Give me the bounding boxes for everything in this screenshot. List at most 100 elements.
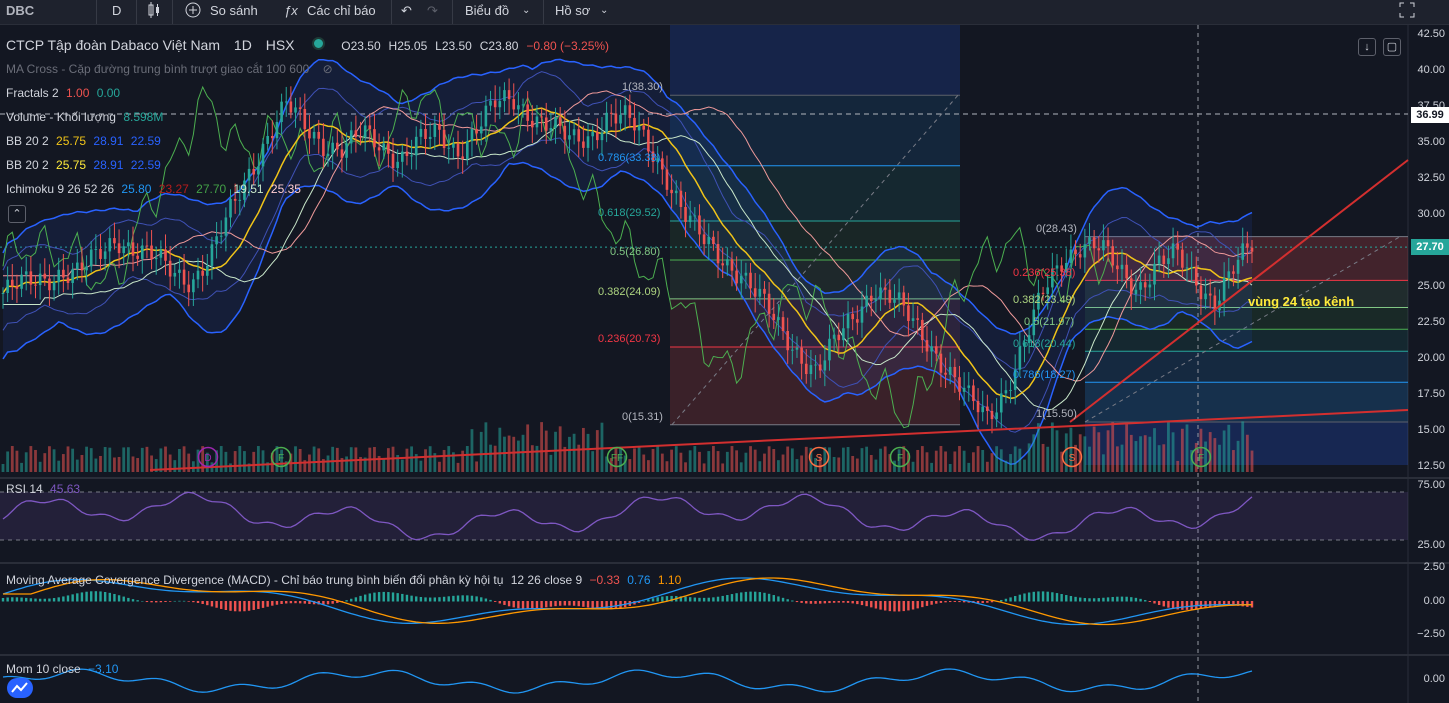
volume-bar (498, 427, 502, 472)
candle-body (888, 289, 892, 303)
macd-histogram-bar (540, 601, 543, 608)
candle-body (308, 129, 311, 139)
candle-style-icon[interactable] (146, 0, 162, 24)
layout-button[interactable]: Biểu đồ (465, 3, 510, 18)
candle-body (433, 123, 437, 137)
macd-histogram-bar (201, 601, 204, 604)
legend-fractals[interactable]: Fractals 2 1.00 0.00 (6, 86, 124, 100)
volume-bar (739, 462, 743, 472)
profile-button[interactable]: Hồ sơ (555, 3, 591, 18)
volume-bar (818, 456, 822, 472)
download-icon[interactable]: ↓ (1358, 38, 1376, 56)
macd-histogram-bar (238, 601, 241, 612)
macd-histogram-bar (303, 601, 307, 604)
volume-bar (1245, 434, 1249, 472)
macd-tick-label: 0.00 (1423, 595, 1445, 607)
macd-histogram-bar (178, 600, 181, 602)
candle-body (201, 270, 204, 276)
redo-icon[interactable]: ↷ (427, 3, 438, 18)
legend-rsi[interactable]: RSI 14 45.63 (6, 482, 84, 496)
candle-body (20, 274, 23, 289)
macd-histogram-bar (930, 601, 933, 605)
volume-bar (516, 440, 520, 472)
volume-bar (122, 447, 126, 472)
macd-histogram-bar (127, 597, 130, 602)
legend-ichimoku[interactable]: Ichimoku 9 26 52 26 25.80 23.27 27.70 19… (6, 182, 305, 196)
volume-bar (15, 450, 19, 472)
macd-params: 12 26 close 9 (510, 573, 583, 587)
macd-histogram-bar (1102, 597, 1105, 602)
volume-bar (173, 460, 177, 472)
macd-histogram-bar (586, 601, 590, 608)
macd-histogram-bar (684, 596, 687, 602)
volume-bar (1102, 454, 1105, 472)
volume-bar (219, 446, 223, 472)
eye-hidden-icon[interactable]: ⊘ (322, 62, 333, 76)
candle-body (619, 114, 622, 124)
candle-body (284, 101, 288, 103)
channel-annotation[interactable]: vùng 24 tạo kênh (1248, 294, 1355, 309)
candle-body (795, 347, 799, 350)
collapse-legend-icon[interactable]: ⌃ (8, 205, 26, 223)
volume-bar (972, 452, 975, 472)
volume-bar (1037, 423, 1040, 472)
candle-body (707, 236, 711, 245)
legend-bb-2[interactable]: BB 20 2 25.75 28.91 22.59 (6, 158, 165, 172)
candle-body (1181, 249, 1184, 268)
level-badge: 36.99 (1411, 107, 1449, 123)
interval-button[interactable]: D (112, 3, 122, 18)
macd-histogram-bar (1065, 595, 1068, 602)
candle-body (1148, 284, 1152, 288)
undo-icon[interactable]: ↶ (401, 3, 412, 18)
volume-bar (145, 446, 149, 472)
fullscreen-icon[interactable] (1398, 0, 1416, 24)
price-tick-label: 15.00 (1417, 424, 1445, 436)
chevron-down-icon[interactable]: ⌄ (522, 5, 531, 16)
legend-mom[interactable]: Mom 10 close −3.10 (6, 662, 122, 676)
maximize-pane-icon[interactable]: ▢ (1383, 38, 1401, 56)
compare-plus-icon[interactable] (184, 0, 202, 24)
candle-body (512, 99, 516, 110)
volume-bar (238, 446, 242, 472)
macd-histogram-bar (563, 601, 567, 606)
indicators-button[interactable]: Các chỉ báo (307, 3, 376, 18)
rsi-band (0, 492, 1408, 540)
candle-body (238, 199, 242, 201)
volume-bar (94, 458, 98, 472)
compare-button[interactable]: So sánh (210, 3, 258, 18)
legend-volume[interactable]: Volume - Khối lượng 8.598M (6, 110, 167, 124)
candle-body (1204, 293, 1207, 300)
indicators-fx-icon[interactable]: ƒx (284, 3, 298, 18)
volume-bar (233, 451, 237, 472)
candle-body (930, 346, 933, 352)
macd-histogram-bar (735, 593, 738, 602)
volume-bar (456, 462, 460, 472)
candle-body (475, 129, 478, 134)
legend-bb-1[interactable]: BB 20 2 25.75 28.91 22.59 (6, 134, 165, 148)
macd-histogram-bar (832, 601, 836, 603)
candle-body (1032, 309, 1036, 336)
macd-histogram-bar (935, 601, 938, 604)
macd-histogram-bar (772, 595, 775, 602)
macd-histogram-bar (846, 601, 850, 603)
chevron-down-icon[interactable]: ⌄ (600, 5, 609, 16)
candle-body (944, 372, 947, 375)
macd-histogram-bar (331, 601, 334, 604)
volume-bar (512, 436, 516, 472)
volume-bar (846, 447, 850, 472)
legend-ma-cross[interactable]: MA Cross - Cặp đường trung bình trượt gi… (6, 62, 337, 76)
candle-body (916, 318, 919, 320)
candle-body (396, 161, 399, 169)
macd-histogram-bar (456, 595, 460, 602)
macd-histogram-bar (1037, 591, 1040, 602)
macd-histogram-bar (447, 596, 450, 602)
macd-histogram-bar (637, 601, 641, 603)
chart-canvas[interactable]: D F FF S F S F (0, 25, 1449, 703)
volume-bar (400, 459, 404, 472)
candle-body (986, 406, 989, 411)
symbol-search-button[interactable]: DBC (6, 3, 35, 18)
candle-body (154, 257, 158, 260)
legend-macd[interactable]: Moving Average Covergence Divergence (MA… (6, 573, 685, 587)
candle-body (800, 347, 803, 364)
candle-body (159, 249, 163, 258)
